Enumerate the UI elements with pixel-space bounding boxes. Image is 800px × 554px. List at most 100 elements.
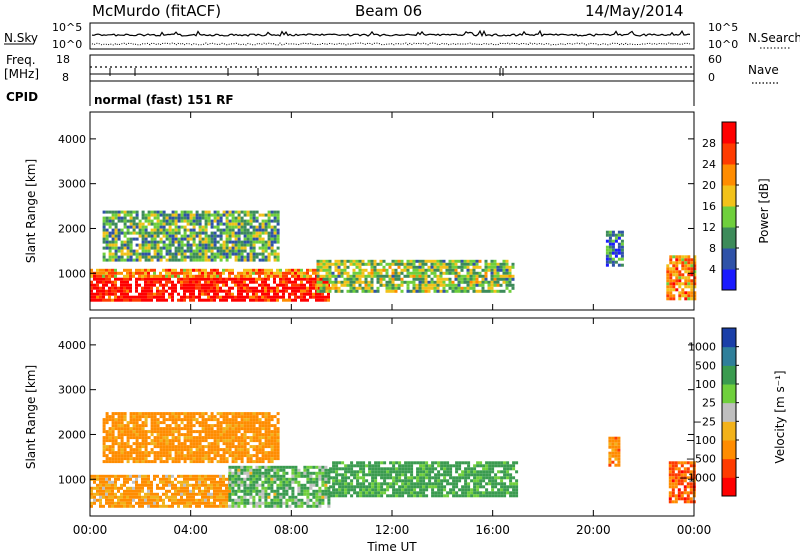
data-cell xyxy=(147,222,151,226)
data-cell xyxy=(288,495,292,499)
data-cell xyxy=(291,489,295,493)
data-cell xyxy=(358,262,362,266)
data-cell xyxy=(156,421,160,425)
data-cell xyxy=(201,430,205,434)
data-cell xyxy=(404,467,408,471)
data-cell xyxy=(141,433,145,437)
data-cell xyxy=(454,289,458,293)
data-cell xyxy=(204,483,207,487)
data-cell xyxy=(237,277,240,281)
data-cell xyxy=(451,289,455,293)
data-cell xyxy=(294,286,297,290)
data-cell xyxy=(279,492,283,496)
data-cell xyxy=(138,234,142,238)
data-cell xyxy=(237,246,241,250)
data-cell xyxy=(234,240,238,244)
data-cell xyxy=(186,418,190,422)
data-cell xyxy=(328,286,332,290)
data-cell xyxy=(153,427,157,431)
data-cell xyxy=(430,268,434,272)
data-cell xyxy=(123,495,126,499)
data-cell xyxy=(353,491,357,495)
data-cell xyxy=(497,464,501,468)
data-cell xyxy=(240,243,244,247)
y-tick-label: 2000 xyxy=(58,222,86,235)
data-cell xyxy=(150,210,154,214)
data-cell xyxy=(264,454,268,458)
data-cell xyxy=(686,461,690,465)
data-cell xyxy=(371,473,375,477)
data-cell xyxy=(234,219,238,223)
data-cell xyxy=(207,448,211,452)
data-cell xyxy=(123,295,126,299)
data-cell xyxy=(129,415,133,419)
data-cell xyxy=(410,470,414,474)
data-cell xyxy=(159,274,162,278)
data-cell xyxy=(219,489,222,493)
data-cell xyxy=(150,495,153,499)
data-cell xyxy=(484,271,488,275)
data-cell xyxy=(147,495,150,499)
data-cell xyxy=(198,430,202,434)
data-cell xyxy=(680,494,684,498)
data-cell xyxy=(99,483,102,487)
data-cell xyxy=(189,498,192,502)
data-cell xyxy=(608,251,612,255)
data-cell xyxy=(192,454,196,458)
data-cell xyxy=(174,427,178,431)
data-cell xyxy=(303,271,306,275)
data-cell xyxy=(515,479,519,483)
data-cell xyxy=(162,477,165,481)
data-cell xyxy=(331,274,335,278)
data-cell xyxy=(96,492,99,496)
freq-label-line1: Freq. xyxy=(6,53,36,67)
data-cell xyxy=(397,277,401,281)
data-cell xyxy=(451,262,455,266)
data-cell xyxy=(303,489,307,493)
data-cell xyxy=(120,430,124,434)
data-cell xyxy=(231,292,234,296)
data-cell xyxy=(261,243,265,247)
data-cell xyxy=(204,436,208,440)
data-cell xyxy=(183,268,186,272)
data-cell xyxy=(406,268,410,272)
data-cell xyxy=(234,258,238,262)
data-cell xyxy=(198,234,202,238)
data-cell xyxy=(222,271,225,275)
data-cell xyxy=(321,295,324,299)
data-cell xyxy=(458,473,462,477)
data-cell xyxy=(505,271,509,275)
data-cell xyxy=(683,497,687,501)
data-cell xyxy=(189,298,192,302)
data-cell xyxy=(201,268,204,272)
data-cell xyxy=(201,213,205,217)
data-cell xyxy=(255,271,258,275)
data-cell xyxy=(111,489,114,493)
data-cell xyxy=(386,482,390,486)
data-cell xyxy=(186,457,190,461)
data-cell xyxy=(195,460,199,464)
data-cell xyxy=(258,430,262,434)
data-cell xyxy=(338,467,342,471)
data-cell xyxy=(306,298,309,302)
data-cell xyxy=(473,494,477,498)
data-cell xyxy=(219,415,223,419)
data-cell xyxy=(132,504,135,508)
data-cell xyxy=(111,237,115,241)
data-cell xyxy=(294,465,298,469)
data-cell xyxy=(258,213,262,217)
data-cell xyxy=(222,222,226,226)
data-cell xyxy=(222,460,226,464)
data-cell xyxy=(186,277,189,281)
data-cell xyxy=(359,485,363,489)
data-cell xyxy=(412,286,416,290)
data-cell xyxy=(328,271,332,275)
data-cell xyxy=(102,483,105,487)
data-cell xyxy=(466,265,470,269)
data-cell xyxy=(258,471,262,475)
data-cell xyxy=(371,485,375,489)
data-cell xyxy=(617,248,621,252)
data-cell xyxy=(144,483,147,487)
velocity-heatmap xyxy=(90,412,696,508)
data-cell xyxy=(102,477,105,481)
